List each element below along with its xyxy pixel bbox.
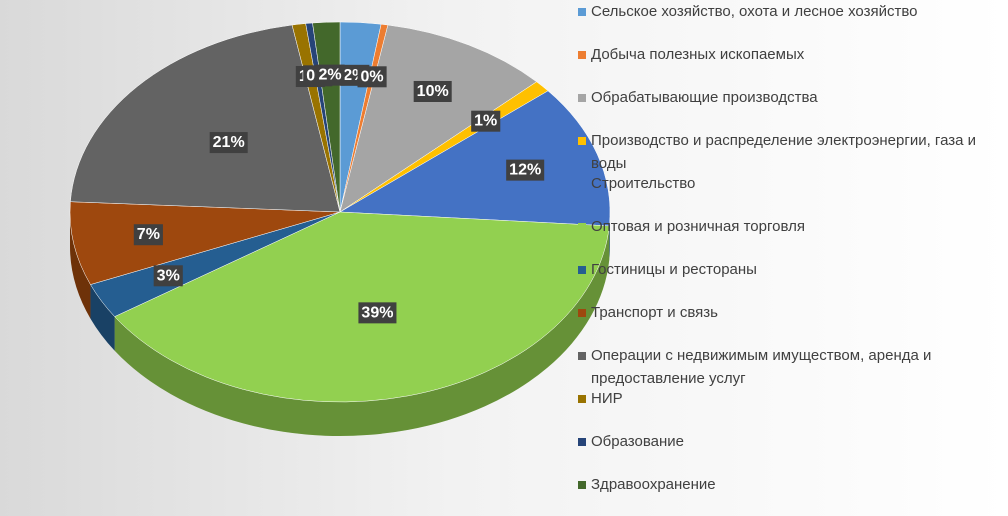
data-label: 0%: [357, 66, 387, 88]
legend-line: Производство и распределение электроэнер…: [591, 132, 976, 149]
legend-marker: [578, 94, 586, 102]
legend-line: Операции с недвижимым имуществом, аренда…: [591, 347, 931, 364]
slice: [339, 90, 611, 227]
data-label-box: [506, 159, 545, 181]
slice: [69, 201, 341, 285]
slice-side-shade: [114, 225, 610, 437]
data-label-box: [413, 80, 452, 102]
data-label-box: [133, 224, 163, 246]
slice-side: [70, 212, 91, 319]
legend-label: Сельское хозяйство, охота и лесное хозяй…: [591, 3, 917, 20]
slice-side-shade: [70, 212, 91, 319]
data-label-text: 21%: [213, 134, 245, 151]
data-label: 12%: [506, 159, 545, 181]
data-label: 3%: [153, 265, 183, 287]
legend-label: Транспорт и связь: [591, 304, 718, 321]
legend-label: Производство и распределение электроэнер…: [591, 132, 976, 172]
legend-line: воды: [591, 155, 626, 172]
data-label-box: [357, 66, 387, 88]
legend-label: Обрабатывающие производства: [591, 89, 818, 106]
legend-label: Образование: [591, 433, 684, 450]
data-label-text: 1%: [474, 113, 497, 130]
data-label-text: 39%: [361, 304, 393, 321]
legend-label: Строительство: [591, 175, 695, 192]
data-label-text: 7%: [137, 226, 160, 243]
legend-marker: [578, 395, 586, 403]
legend-marker: [578, 223, 586, 231]
slice: [339, 24, 538, 213]
legend-marker: [578, 51, 586, 59]
legend-marker: [578, 180, 586, 188]
data-label-box: [315, 64, 345, 86]
legend-label: Гостиницы и рестораны: [591, 261, 757, 278]
data-label-box: [209, 132, 248, 154]
slice-side-shade: [90, 284, 115, 351]
slice-side: [114, 225, 610, 437]
data-label-text: 2%: [319, 67, 342, 84]
legend-label: Здравоохранение: [591, 476, 716, 493]
data-label-box: [153, 265, 183, 287]
legend-label: Операции с недвижимым имуществом, аренда…: [591, 347, 931, 387]
legend-label: НИР: [591, 390, 623, 407]
slice-side: [90, 284, 115, 351]
data-label-text: 10%: [417, 83, 449, 100]
data-label: 21%: [209, 132, 248, 154]
data-label: 1%: [471, 110, 501, 132]
data-label: 10%: [413, 80, 452, 102]
slice-side: [609, 212, 610, 260]
legend-label: Добыча полезных ископаемых: [591, 46, 805, 63]
legend-marker: [578, 309, 586, 317]
data-label: 7%: [133, 224, 163, 246]
slice: [70, 24, 341, 213]
legend-marker: [578, 266, 586, 274]
data-label-text: 12%: [509, 162, 541, 179]
legend-marker: [578, 137, 586, 145]
slice-side-shade: [609, 212, 610, 260]
data-label-text: 3%: [157, 267, 180, 284]
legend-marker: [578, 438, 586, 446]
legend-marker: [578, 8, 586, 16]
data-label-box: [471, 110, 501, 132]
data-label-text: 0%: [360, 68, 383, 85]
legend-marker: [578, 481, 586, 489]
data-label: 2%: [315, 64, 345, 86]
data-label-box: [358, 302, 397, 324]
legend-marker: [578, 352, 586, 360]
data-label: 39%: [358, 302, 397, 324]
legend-label: Оптовая и розничная торговля: [591, 218, 805, 235]
legend-line: предоставление услуг: [591, 370, 746, 387]
